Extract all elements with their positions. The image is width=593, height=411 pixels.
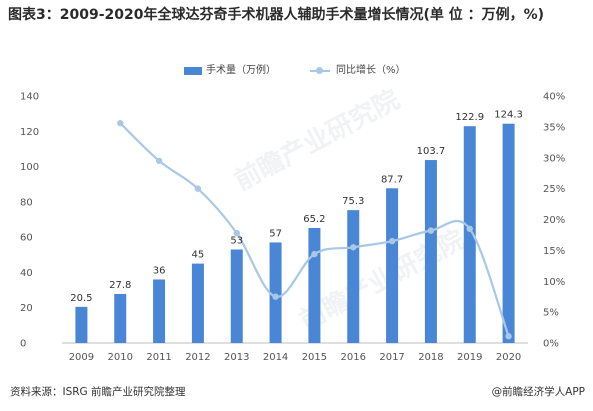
y-left-tick-label: 60 (20, 233, 33, 244)
bar (386, 188, 399, 343)
x-tick-label: 2012 (185, 352, 210, 363)
bar-value-label: 124.3 (494, 110, 523, 121)
chart-title: 图表3：2009-2020年全球达芬奇手术机器人辅助手术量增长情况(单 位 ：万… (8, 7, 545, 23)
legend: 手术量（万例） 同比增长（%） (0, 64, 593, 78)
bar (269, 242, 282, 343)
bar-value-label: 57 (269, 228, 282, 239)
bar-value-label: 20.5 (70, 293, 92, 304)
growth-point (311, 250, 318, 258)
growth-point (194, 185, 202, 192)
bar-value-label: 103.7 (417, 146, 446, 157)
bar (502, 123, 515, 344)
y-right-tick-label: 25% (543, 184, 565, 195)
x-tick-label: 2017 (379, 352, 404, 363)
growth-point (272, 293, 279, 300)
y-left-tick-label: 100 (20, 162, 39, 173)
y-left-tick-label: 80 (20, 197, 33, 208)
x-tick-label: 2013 (224, 352, 249, 363)
growth-point (466, 225, 473, 232)
y-right-tick-label: 15% (543, 246, 565, 257)
growth-point (117, 119, 124, 127)
y-left-tick-label: 0 (20, 339, 26, 350)
y-left-tick-label: 20 (20, 303, 33, 314)
legend-bar-swatch (184, 67, 202, 75)
x-tick-label: 2011 (146, 352, 171, 363)
x-tick-label: 2020 (496, 352, 521, 363)
y-right-tick-label: 35% (543, 122, 565, 133)
x-tick-label: 2014 (263, 352, 288, 363)
y-right-tick-label: 20% (543, 215, 565, 226)
bar-value-label: 27.8 (109, 280, 131, 291)
x-tick-label: 2018 (418, 352, 443, 363)
x-tick-label: 2016 (341, 352, 366, 363)
growth-point (388, 237, 396, 245)
y-left-tick-label: 40 (20, 268, 33, 279)
y-right-tick-label: 5% (543, 308, 559, 319)
y-left-tick-label: 140 (20, 92, 39, 103)
bar (75, 306, 88, 343)
bar-value-label: 36 (153, 265, 166, 276)
growth-point (350, 244, 357, 251)
bar (153, 279, 166, 343)
y-right-tick-label: 10% (543, 277, 565, 288)
x-tick-label: 2019 (457, 352, 482, 363)
bar (230, 249, 243, 343)
bar (424, 160, 437, 343)
x-tick-label: 2009 (69, 352, 94, 363)
bar-value-label: 75.3 (342, 196, 364, 207)
bar (308, 227, 321, 343)
bar-value-label: 87.7 (381, 174, 403, 185)
bar-value-label: 53 (230, 235, 243, 246)
y-right-tick-label: 40% (543, 92, 565, 103)
x-tick-label: 2015 (302, 352, 327, 363)
bar (191, 263, 204, 343)
bar-value-label: 65.2 (303, 214, 325, 225)
y-left-tick-label: 120 (20, 127, 39, 138)
growth-point (155, 157, 163, 165)
bar-value-label: 45 (192, 250, 205, 261)
bar (347, 210, 360, 343)
source-note: 资料来源：ISRG 前瞻产业研究院整理 (10, 386, 186, 398)
bar-value-label: 122.9 (455, 112, 484, 123)
legend-line-marker (316, 67, 323, 74)
brand-note: @前瞻经济学人APP (491, 386, 585, 398)
growth-point (505, 333, 512, 340)
x-tick-label: 2010 (108, 352, 133, 363)
legend-line-label: 同比增长（%） (336, 65, 406, 76)
legend-bar-label: 手术量（万例） (206, 65, 276, 76)
growth-point (427, 227, 435, 234)
bar (463, 126, 476, 344)
y-right-tick-label: 30% (543, 153, 565, 164)
bar (114, 293, 127, 343)
growth-point (233, 229, 240, 237)
y-right-tick-label: 0% (543, 339, 559, 350)
